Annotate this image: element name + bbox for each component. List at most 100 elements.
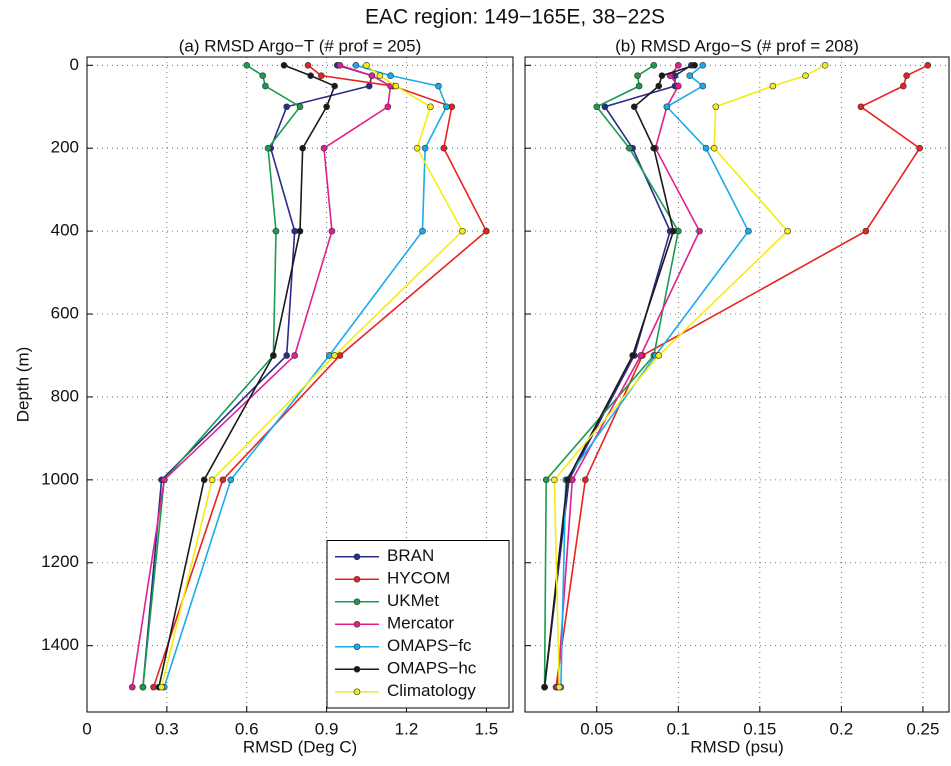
data-point — [262, 82, 269, 90]
data-point — [655, 352, 663, 359]
x-axis-label: RMSD (psu) — [690, 737, 784, 756]
data-point — [291, 352, 298, 359]
data-point — [331, 352, 338, 359]
data-point — [710, 144, 718, 152]
y-tick-label: 600 — [51, 304, 79, 323]
data-point — [483, 227, 490, 235]
data-point — [551, 476, 558, 484]
x-tick-label: 0 — [82, 719, 91, 738]
data-point — [658, 72, 666, 79]
y-tick-label: 1200 — [41, 552, 79, 571]
x-tick-label: 0.15 — [743, 719, 776, 738]
panel-title: (a) RMSD Argo−T (# prof = 205) — [179, 36, 422, 55]
y-tick-label: 400 — [51, 221, 79, 240]
plot-background — [525, 57, 949, 712]
data-point — [160, 476, 168, 484]
data-point — [674, 61, 682, 69]
legend-label: HYCOM — [387, 569, 450, 588]
data-point — [924, 61, 932, 69]
data-point — [283, 103, 290, 111]
data-point — [243, 61, 251, 69]
legend: BRAN HYCOM UKMet Mercator OMAPS−fc OMAPS−hc Cl… — [326, 540, 510, 709]
data-point — [307, 72, 314, 79]
x-tick-label: 0.9 — [315, 719, 339, 738]
plot-frame — [524, 56, 950, 713]
data-point — [299, 144, 306, 152]
data-point — [593, 103, 601, 111]
plot-frame — [86, 56, 514, 713]
data-point — [419, 227, 426, 235]
data-point — [384, 103, 392, 111]
data-point — [857, 103, 865, 111]
legend-label: BRAN — [387, 546, 434, 565]
data-point — [331, 82, 338, 90]
data-point — [634, 72, 641, 79]
data-point — [903, 72, 910, 79]
data-point — [769, 82, 777, 90]
data-point — [219, 476, 227, 484]
data-point — [317, 72, 325, 79]
x-axis-label: RMSD (Deg C) — [243, 737, 357, 756]
data-point — [630, 103, 638, 111]
data-point — [555, 683, 563, 691]
data-point — [663, 103, 671, 111]
data-point — [691, 61, 698, 69]
data-point — [900, 82, 907, 90]
data-point — [655, 82, 663, 90]
data-point — [139, 683, 147, 691]
data-point — [363, 61, 370, 69]
y-tick-label: 1400 — [41, 635, 79, 654]
data-point — [601, 103, 609, 111]
legend-label: OMAPS−hc — [387, 659, 477, 678]
x-tick-label: 1.2 — [395, 719, 419, 738]
data-point — [427, 103, 434, 111]
data-point — [208, 476, 216, 484]
data-point — [916, 144, 923, 152]
data-point — [227, 476, 235, 484]
legend-label: OMAPS−fc — [387, 636, 472, 655]
data-point — [270, 352, 277, 359]
data-point — [696, 227, 703, 235]
x-tick-label: 0.2 — [830, 719, 854, 738]
data-point — [320, 144, 328, 152]
data-point — [387, 72, 394, 79]
data-point — [336, 61, 344, 69]
legend-marker — [353, 643, 361, 651]
x-tick-label: 1.5 — [475, 719, 499, 738]
data-point — [259, 72, 267, 79]
data-point — [264, 144, 272, 152]
data-point — [459, 227, 466, 235]
legend-marker — [353, 620, 361, 628]
data-point — [564, 476, 571, 484]
data-point — [283, 352, 290, 359]
data-point — [304, 61, 312, 69]
data-point — [272, 227, 280, 235]
legend-marker — [353, 575, 361, 583]
data-point — [365, 82, 373, 90]
data-point — [323, 103, 330, 111]
legend-label: UKMet — [387, 591, 439, 610]
x-tick-label: 0.3 — [155, 719, 179, 738]
data-point — [296, 227, 304, 235]
data-point — [368, 72, 376, 79]
data-point — [699, 61, 707, 69]
data-point — [413, 144, 421, 152]
data-point — [635, 82, 643, 90]
data-point — [376, 72, 384, 79]
data-point — [650, 61, 658, 69]
y-tick-label: 0 — [70, 55, 79, 74]
data-point — [328, 227, 336, 235]
data-point — [821, 61, 829, 69]
data-point — [200, 476, 208, 484]
data-point — [392, 82, 400, 90]
data-point — [582, 476, 589, 484]
data-point — [637, 352, 645, 359]
data-point — [440, 144, 448, 152]
x-tick-label: 0.1 — [666, 719, 690, 738]
data-point — [862, 227, 870, 235]
x-tick-label: 0.05 — [580, 719, 613, 738]
data-point — [699, 82, 707, 90]
legend-label: Mercator — [387, 614, 454, 633]
legend-marker — [353, 598, 361, 606]
data-point — [702, 144, 710, 152]
